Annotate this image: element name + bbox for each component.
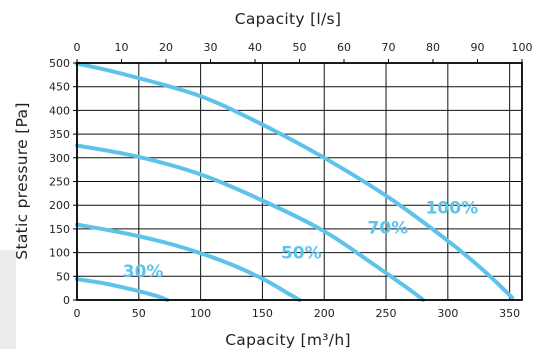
x-axis-top-title: Capacity [l/s] xyxy=(235,10,342,28)
y-axis-title: Static pressure [Pa] xyxy=(13,102,31,259)
x-bottom-tick-label: 150 xyxy=(252,307,273,320)
curve-label-100pct: 100% xyxy=(426,198,479,218)
y-tick-label: 350 xyxy=(49,128,70,141)
x-top-tick-label: 10 xyxy=(115,41,129,54)
x-top-tick-label: 40 xyxy=(248,41,262,54)
x-top-tick-label: 100 xyxy=(512,41,533,54)
x-top-tick-label: 70 xyxy=(382,41,396,54)
y-tick-label: 400 xyxy=(49,104,70,117)
x-bottom-tick-label: 100 xyxy=(190,307,211,320)
x-axis-bottom-title: Capacity [m³/h] xyxy=(225,331,351,349)
y-tick-label: 200 xyxy=(49,199,70,212)
x-top-tick-label: 80 xyxy=(426,41,440,54)
x-bottom-tick-label: 250 xyxy=(376,307,397,320)
x-top-tick-label: 0 xyxy=(74,41,81,54)
x-bottom-tick-label: 300 xyxy=(437,307,458,320)
x-top-tick-label: 90 xyxy=(471,41,485,54)
x-bottom-tick-label: 0 xyxy=(74,307,81,320)
x-bottom-tick-label: 50 xyxy=(132,307,146,320)
fan-curve-50pct xyxy=(75,222,302,302)
curve-label-70pct: 70% xyxy=(367,219,408,239)
y-tick-label: 250 xyxy=(49,176,70,189)
x-bottom-tick-label: 200 xyxy=(314,307,335,320)
fan-curve-30pct xyxy=(75,277,170,302)
x-top-tick-label: 50 xyxy=(293,41,307,54)
x-top-tick-label: 60 xyxy=(337,41,351,54)
curve-labels: 100% 70% 50% 30% xyxy=(123,198,478,282)
x-bottom-tick-label: 350 xyxy=(499,307,520,320)
y-tick-label: 150 xyxy=(49,223,70,236)
curve-label-50pct: 50% xyxy=(281,243,322,263)
y-tick-label: 500 xyxy=(49,57,70,70)
y-tick-label: 100 xyxy=(49,247,70,260)
x-top-tick-label: 30 xyxy=(204,41,218,54)
y-tick-label: 0 xyxy=(63,294,70,307)
side-strip xyxy=(0,250,16,349)
x-top-tick-label: 20 xyxy=(159,41,173,54)
y-tick-label: 300 xyxy=(49,152,70,165)
y-tick-label: 50 xyxy=(56,270,70,283)
fan-curve-100pct xyxy=(75,61,515,300)
curve-label-30pct: 30% xyxy=(123,262,164,282)
y-tick-label: 450 xyxy=(49,81,70,94)
fan-curve-70pct xyxy=(75,143,426,302)
fan-curves xyxy=(75,61,515,302)
tick-labels: 0 50 100 150 200 250 300 350 0 10 20 30 40 50 60 70 80 90… xyxy=(49,41,533,320)
